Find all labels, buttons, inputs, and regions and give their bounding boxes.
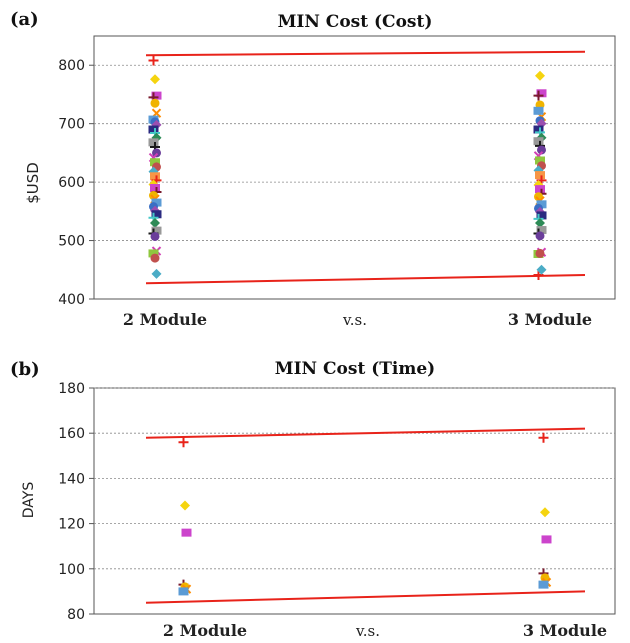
data-point [150, 74, 160, 85]
data-point [533, 137, 544, 146]
trend-line [145, 590, 586, 604]
data-point [536, 211, 547, 220]
data-point [536, 200, 547, 209]
data-point [535, 171, 545, 180]
data-point [178, 587, 189, 596]
panel-b-label: (b) [10, 359, 40, 380]
panel-a-markers [148, 55, 547, 281]
data-point [152, 148, 161, 158]
data-point [151, 91, 162, 100]
panel-b-ylabel: DAYS [21, 482, 37, 519]
data-point [178, 437, 189, 448]
panel-a-ylabel: $USD [24, 162, 42, 204]
panel-a-gridlines [94, 64, 615, 241]
y-tick-label: 180 [58, 381, 85, 397]
panel-b-y-axis: 80 100 120 140 160 180 [58, 381, 94, 623]
data-point [148, 138, 159, 147]
data-point [533, 125, 544, 134]
data-point [151, 226, 162, 235]
data-point [536, 264, 547, 275]
x-category-label: 2 Module [123, 310, 207, 329]
data-point [538, 580, 549, 589]
panel-a-y-axis: 400 500 600 700 800 [58, 58, 94, 308]
data-point [150, 218, 160, 229]
data-point [535, 185, 545, 194]
data-point [150, 183, 160, 192]
panel-a-trend-lines [145, 50, 586, 285]
x-separator-label: v.s. [355, 622, 380, 640]
y-tick-label: 140 [58, 471, 85, 487]
panel-b-markers [178, 432, 552, 596]
data-point [533, 106, 544, 115]
data-point [537, 145, 546, 155]
panel-a-x-axis: 2 Module 3 Module v.s. [123, 310, 592, 329]
data-point [151, 210, 162, 219]
data-point [148, 249, 159, 258]
panel-b-title: MIN Cost (Time) [275, 359, 435, 379]
y-tick-label: 80 [67, 607, 85, 623]
data-point [536, 89, 547, 98]
data-point [536, 118, 547, 129]
data-point [148, 125, 159, 134]
data-point [151, 268, 162, 279]
y-tick-label: 600 [58, 175, 85, 191]
data-point [535, 231, 545, 241]
data-point [150, 98, 160, 108]
panel-b-x-axis: 2 Module 3 Module v.s. [163, 621, 607, 640]
data-point [150, 231, 160, 241]
data-point [150, 172, 160, 181]
y-tick-label: 800 [58, 58, 85, 74]
panel-b: (b) MIN Cost (Time) DAYS 80 100 120 140 160 1… [10, 359, 616, 640]
x-separator-label: v.s. [342, 311, 367, 329]
panel-a-plot-frame [93, 35, 616, 300]
data-point [533, 90, 544, 101]
panel-a-label: (a) [10, 9, 39, 30]
data-point [536, 226, 547, 235]
panel-b-gridlines [94, 387, 615, 570]
data-point [181, 528, 192, 537]
panel-b-trend-lines [145, 427, 586, 604]
y-tick-label: 500 [58, 234, 85, 250]
y-tick-label: 700 [58, 117, 85, 133]
data-point [150, 253, 160, 263]
x-category-label: 3 Module [508, 310, 592, 329]
panel-a-title: MIN Cost (Cost) [278, 12, 433, 32]
panel-a: (a) MIN Cost (Cost) $USD 400 500 600 700 800… [10, 9, 616, 329]
data-point [148, 55, 159, 66]
data-point [150, 158, 160, 167]
data-point [540, 507, 550, 518]
trend-line [145, 274, 586, 285]
y-tick-label: 400 [58, 292, 85, 308]
data-point [541, 535, 552, 544]
data-point [538, 432, 549, 443]
data-point [535, 218, 545, 229]
trend-line [145, 50, 586, 57]
y-tick-label: 100 [58, 562, 85, 578]
y-tick-label: 160 [58, 426, 85, 442]
data-point [535, 248, 545, 258]
x-category-label: 2 Module [163, 621, 247, 640]
data-point [535, 156, 545, 165]
trend-line [145, 427, 586, 439]
data-point [535, 70, 545, 81]
y-tick-label: 120 [58, 517, 85, 533]
data-point [151, 198, 162, 207]
data-point [540, 573, 550, 583]
data-point [180, 500, 190, 511]
panel-b-plot-frame [93, 387, 616, 615]
x-category-label: 3 Module [523, 621, 607, 640]
